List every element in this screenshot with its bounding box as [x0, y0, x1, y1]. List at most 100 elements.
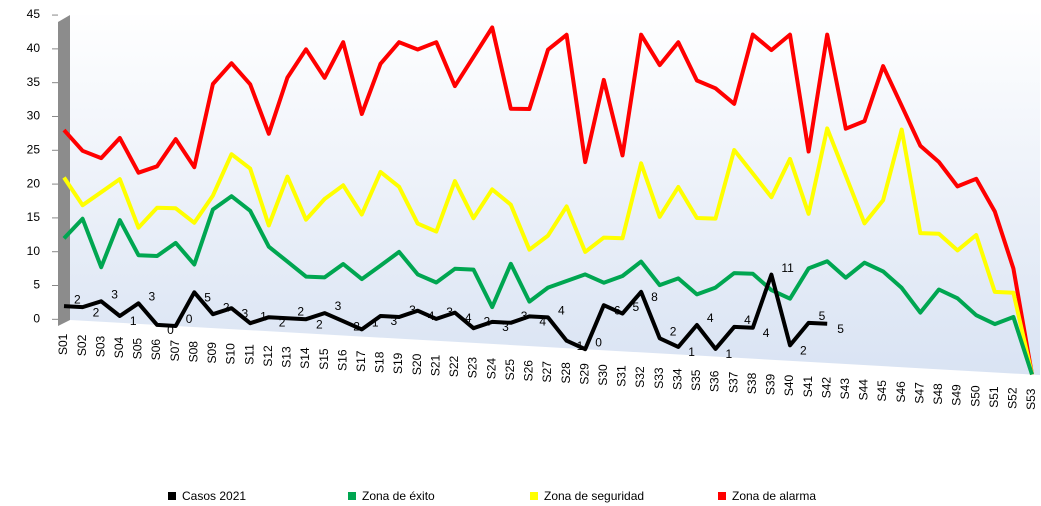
x-tick-label: S09 — [205, 342, 219, 364]
data-label: 3 — [521, 309, 528, 323]
data-label: 3 — [148, 289, 155, 303]
data-label: 4 — [763, 326, 770, 340]
legend-swatch — [348, 492, 356, 500]
legend-label: Zona de alarma — [732, 489, 816, 503]
data-label: 2 — [93, 305, 100, 319]
data-label: 4 — [744, 313, 751, 327]
x-tick-label: S42 — [819, 377, 833, 399]
y-tick-label: 0 — [33, 311, 40, 325]
x-tick-label: S36 — [708, 370, 722, 392]
data-label: 0 — [186, 312, 193, 326]
x-tick-label: S27 — [540, 361, 554, 383]
x-tick-label: S28 — [559, 362, 573, 384]
x-tick-label: S11 — [242, 344, 256, 365]
data-label: 1 — [726, 347, 733, 361]
data-label: 4 — [707, 311, 714, 325]
x-tick-label: S48 — [931, 383, 945, 405]
y-tick-label: 20 — [27, 176, 41, 190]
data-label: 3 — [335, 299, 342, 313]
x-tick-label: S53 — [1024, 388, 1038, 410]
legend-label: Zona de seguridad — [544, 489, 644, 503]
x-tick-label: S24 — [484, 358, 498, 380]
x-tick-label: S19 — [391, 352, 405, 374]
data-label: 6 — [614, 303, 621, 317]
legend-swatch — [718, 492, 726, 500]
series-line — [62, 25, 1034, 375]
data-label: 4 — [539, 315, 546, 329]
y-tick-label: 10 — [27, 244, 41, 258]
x-tick-label: S34 — [670, 368, 684, 390]
x-tick-label: S07 — [168, 340, 182, 362]
data-label: 1 — [260, 309, 267, 323]
data-label: 2 — [297, 304, 304, 318]
series-line — [62, 126, 1034, 375]
x-tick-label: S47 — [912, 382, 926, 404]
data-label: 2 — [484, 314, 491, 328]
data-label: 8 — [651, 290, 658, 304]
x-tick-label: S40 — [782, 375, 796, 397]
y-tick-label: 15 — [27, 210, 41, 224]
x-tick-label: S05 — [131, 338, 145, 360]
x-tick-label: S16 — [335, 349, 349, 371]
x-tick-label: S49 — [950, 384, 964, 406]
data-label: 0 — [595, 335, 602, 349]
data-label: 5 — [632, 300, 639, 314]
x-tick-label: S22 — [447, 356, 461, 378]
data-label: 1 — [372, 316, 379, 330]
x-tick-label: S14 — [298, 347, 312, 369]
data-label: 1 — [688, 345, 695, 359]
data-label: 4 — [558, 304, 565, 318]
x-tick-label: S44 — [857, 379, 871, 401]
x-tick-label: S35 — [689, 369, 703, 391]
x-tick-label: S41 — [801, 376, 815, 398]
series-line — [63, 272, 828, 352]
x-tick-label: S06 — [149, 339, 163, 361]
x-tick-label: S20 — [410, 353, 424, 375]
legend-label: Casos 2021 — [182, 489, 246, 503]
data-label: 2 — [353, 319, 360, 333]
x-tick-label: S38 — [745, 372, 759, 394]
data-label: 2 — [279, 315, 286, 329]
x-tick-label: S25 — [503, 359, 517, 381]
data-label: 2 — [800, 343, 807, 357]
data-label: 0 — [167, 323, 174, 337]
x-tick-label: S13 — [280, 346, 294, 368]
data-label: 3 — [242, 306, 249, 320]
legend-label: Zona de éxito — [362, 489, 435, 503]
data-label: 2 — [223, 300, 230, 314]
x-tick-label: S10 — [224, 343, 238, 365]
data-label: 1 — [130, 314, 137, 328]
x-tick-label: S33 — [652, 367, 666, 389]
x-tick-label: S43 — [838, 378, 852, 400]
data-label: 3 — [111, 287, 118, 301]
y-tick-label: 40 — [27, 41, 41, 55]
y-tick-label: 45 — [27, 7, 41, 21]
x-tick-label: S18 — [373, 351, 387, 373]
y-tick-label: 30 — [27, 109, 41, 123]
y-tick-label: 5 — [33, 278, 40, 292]
data-label: 2 — [316, 317, 323, 331]
series-line — [62, 194, 1034, 376]
side-wall — [58, 15, 70, 326]
x-tick-label: S52 — [1006, 387, 1020, 409]
x-tick-label: S15 — [317, 348, 331, 370]
data-label: 5 — [204, 290, 211, 304]
legend-swatch — [530, 492, 538, 500]
x-tick-label: S02 — [75, 334, 89, 356]
x-tick-label: S32 — [633, 366, 647, 388]
x-tick-label: S30 — [596, 364, 610, 386]
legend: Casos 2021 Zona de éxito Zona de seguridad… — [168, 489, 816, 503]
x-tick-label: S37 — [726, 371, 740, 393]
x-tick-label: S39 — [764, 373, 778, 395]
y-tick-label: 25 — [27, 142, 41, 156]
x-tick-label: S50 — [968, 385, 982, 407]
y-tick-label: 35 — [27, 75, 41, 89]
x-tick-label: S08 — [186, 341, 200, 363]
x-tick-label: S03 — [93, 335, 107, 357]
data-label: 11 — [781, 261, 794, 275]
x-tick-label: S46 — [894, 381, 908, 403]
x-tick-label: S23 — [466, 357, 480, 379]
data-label: 3 — [390, 314, 397, 328]
